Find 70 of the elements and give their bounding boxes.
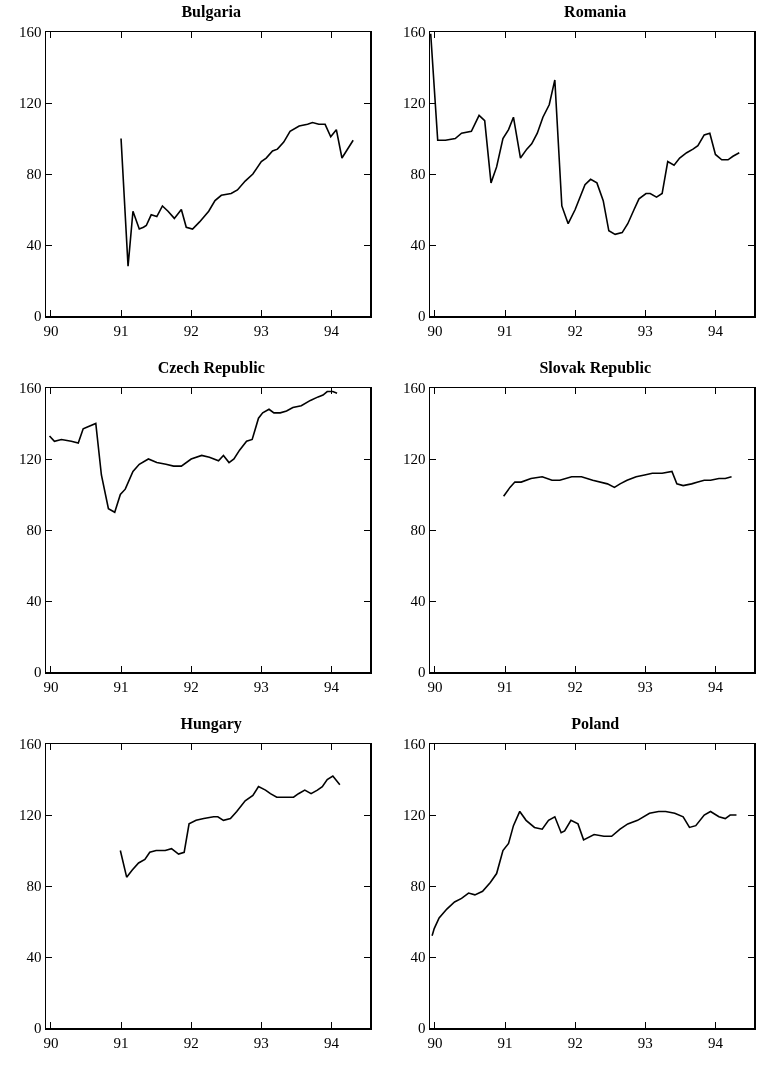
x-tick-label: 94 [323,1034,340,1051]
y-tick-label: 160 [403,380,426,397]
x-tick-label: 93 [253,678,269,695]
y-tick-label: 40 [410,593,426,610]
x-tick-label: 90 [43,322,59,339]
y-tick-label: 120 [403,807,426,824]
x-tick-label: 91 [497,1034,513,1051]
y-tick-label: 120 [19,451,42,468]
x-tick-label: 90 [427,678,443,695]
chart-title: Bulgaria [181,2,241,21]
x-tick-label: 93 [253,322,269,339]
y-tick-label: 0 [34,664,42,681]
y-tick-label: 40 [26,237,42,254]
line-series [502,470,733,498]
y-tick-label: 80 [26,878,42,895]
y-tick-label: 0 [418,664,426,681]
y-tick-label: 80 [26,522,42,539]
x-tick-label: 93 [637,1034,653,1051]
y-tick-label: 40 [26,593,42,610]
x-tick-label: 91 [113,678,129,695]
x-tick-label: 94 [707,322,724,339]
y-tick-label: 0 [418,308,426,325]
line-series [119,775,341,878]
x-tick-label: 93 [253,1034,269,1051]
x-tick-label: 91 [113,1034,129,1051]
line-series [431,810,738,937]
y-tick-label: 40 [26,949,42,966]
x-tick-label: 90 [427,1034,443,1051]
y-tick-label: 120 [19,95,42,112]
y-tick-label: 160 [403,24,426,41]
y-tick-label: 160 [19,380,42,397]
x-tick-label: 92 [567,1034,583,1051]
y-tick-label: 40 [410,237,426,254]
y-tick-label: 80 [26,166,42,183]
y-tick-label: 40 [410,949,426,966]
x-tick-label: 93 [637,322,653,339]
x-tick-label: 93 [637,678,653,695]
y-tick-label: 80 [410,522,426,539]
y-tick-label: 0 [418,1020,426,1037]
line-series [120,121,354,268]
x-tick-label: 90 [43,1034,59,1051]
y-tick-label: 120 [403,95,426,112]
x-tick-label: 92 [183,1034,199,1051]
x-tick-label: 92 [567,678,583,695]
x-tick-label: 92 [183,678,199,695]
x-tick-label: 91 [497,678,513,695]
y-tick-label: 80 [410,878,426,895]
y-tick-label: 120 [403,451,426,468]
x-tick-label: 92 [183,322,199,339]
x-tick-label: 91 [113,322,129,339]
x-tick-label: 90 [427,322,443,339]
y-tick-label: 160 [19,24,42,41]
y-tick-label: 120 [19,807,42,824]
x-tick-label: 92 [567,322,583,339]
y-tick-label: 0 [34,1020,42,1037]
x-tick-label: 91 [497,322,513,339]
x-tick-label: 90 [43,678,59,695]
chart-title: Romania [564,2,627,20]
chart-title: Hungary [180,714,242,733]
x-tick-label: 94 [707,678,724,695]
chart-title: Czech Republic [157,358,265,377]
x-tick-label: 94 [323,322,340,339]
y-tick-label: 160 [19,736,42,753]
x-tick-label: 94 [323,678,340,695]
y-tick-label: 80 [410,166,426,183]
y-tick-label: 0 [34,308,42,325]
y-tick-label: 160 [403,736,426,753]
x-tick-label: 94 [707,1034,724,1051]
chart-title: Slovak Republic [539,358,651,377]
chart-title: Poland [571,714,620,732]
